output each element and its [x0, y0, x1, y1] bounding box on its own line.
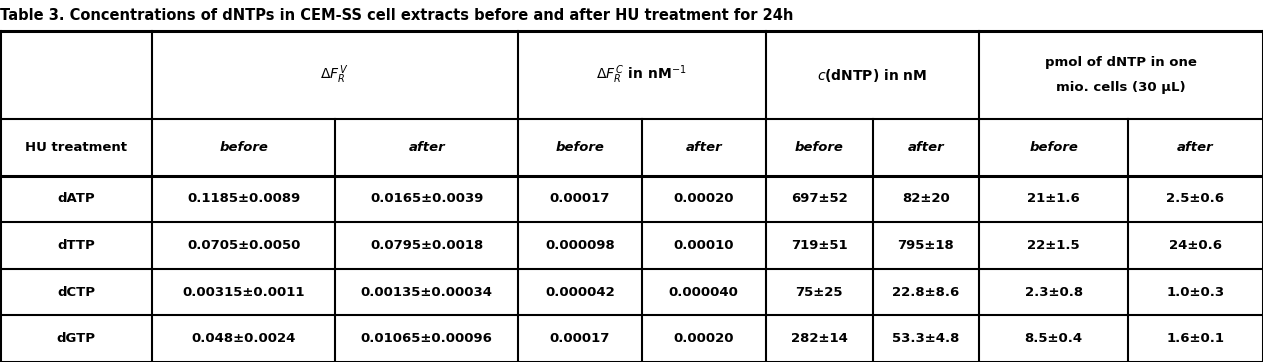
Text: before: before [220, 141, 268, 154]
Text: 0.000042: 0.000042 [546, 286, 615, 299]
Text: dTTP: dTTP [57, 239, 95, 252]
Text: before: before [794, 141, 844, 154]
Text: 24±0.6: 24±0.6 [1168, 239, 1221, 252]
Text: 697±52: 697±52 [791, 192, 847, 205]
Text: 22±1.5: 22±1.5 [1027, 239, 1080, 252]
Text: 75±25: 75±25 [796, 286, 842, 299]
Text: 282±14: 282±14 [791, 332, 847, 345]
Text: after: after [908, 141, 945, 154]
Text: 0.0165±0.0039: 0.0165±0.0039 [370, 192, 484, 205]
Text: 0.01065±0.00096: 0.01065±0.00096 [361, 332, 493, 345]
Text: 0.00135±0.00034: 0.00135±0.00034 [360, 286, 493, 299]
Text: 0.00017: 0.00017 [549, 192, 610, 205]
Text: before: before [556, 141, 605, 154]
Text: 0.00017: 0.00017 [549, 332, 610, 345]
Text: after: after [1177, 141, 1214, 154]
Text: 0.0795±0.0018: 0.0795±0.0018 [370, 239, 484, 252]
Text: 22.8±8.6: 22.8±8.6 [893, 286, 960, 299]
Text: after: after [408, 141, 445, 154]
Text: dATP: dATP [57, 192, 95, 205]
Text: 1.0±0.3: 1.0±0.3 [1166, 286, 1224, 299]
Text: 719±51: 719±51 [791, 239, 847, 252]
Text: 8.5±0.4: 8.5±0.4 [1024, 332, 1082, 345]
Text: 0.1185±0.0089: 0.1185±0.0089 [187, 192, 301, 205]
Text: 0.000098: 0.000098 [546, 239, 615, 252]
Text: 21±1.6: 21±1.6 [1027, 192, 1080, 205]
Text: HU treatment: HU treatment [25, 141, 128, 154]
Text: after: after [686, 141, 722, 154]
Text: $c$(dNTP) in nM: $c$(dNTP) in nM [817, 67, 927, 84]
Text: pmol of dNTP in one: pmol of dNTP in one [1046, 56, 1197, 69]
Text: 0.00020: 0.00020 [673, 332, 734, 345]
Text: 53.3±4.8: 53.3±4.8 [892, 332, 960, 345]
Text: 2.3±0.8: 2.3±0.8 [1024, 286, 1082, 299]
Text: dGTP: dGTP [57, 332, 96, 345]
Text: $\Delta F_R^{\,V}$: $\Delta F_R^{\,V}$ [321, 64, 350, 87]
Text: 795±18: 795±18 [898, 239, 955, 252]
Text: $\Delta F_R^{\,C}$ in nM$^{-1}$: $\Delta F_R^{\,C}$ in nM$^{-1}$ [596, 64, 687, 87]
Text: 0.048±0.0024: 0.048±0.0024 [192, 332, 296, 345]
Text: 0.00020: 0.00020 [673, 192, 734, 205]
Text: dCTP: dCTP [57, 286, 95, 299]
Text: 0.00010: 0.00010 [673, 239, 734, 252]
Text: 0.00315±0.0011: 0.00315±0.0011 [182, 286, 304, 299]
Text: before: before [1029, 141, 1079, 154]
Text: 1.6±0.1: 1.6±0.1 [1166, 332, 1224, 345]
Text: 2.5±0.6: 2.5±0.6 [1166, 192, 1224, 205]
Text: mio. cells (30 μL): mio. cells (30 μL) [1056, 81, 1186, 94]
Text: 0.0705±0.0050: 0.0705±0.0050 [187, 239, 301, 252]
Text: 82±20: 82±20 [902, 192, 950, 205]
Text: 0.000040: 0.000040 [668, 286, 739, 299]
Text: Table 3. Concentrations of dNTPs in CEM-SS cell extracts before and after HU tre: Table 3. Concentrations of dNTPs in CEM-… [0, 8, 793, 23]
